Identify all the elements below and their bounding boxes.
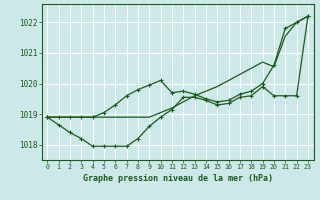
X-axis label: Graphe pression niveau de la mer (hPa): Graphe pression niveau de la mer (hPa) [83, 174, 273, 183]
